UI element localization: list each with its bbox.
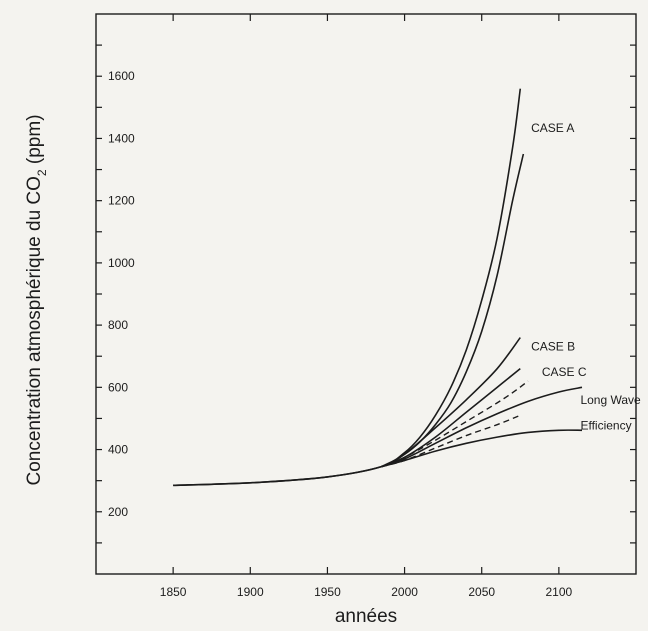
x-tick-label: 1850 [160, 585, 187, 599]
y-tick-label: 800 [108, 318, 128, 332]
y-tick-label: 1200 [108, 194, 135, 208]
plot-frame [95, 13, 637, 575]
series-labels: CASE A CASE B CASE C Long Wave Efficiency [531, 121, 641, 432]
series-line-3 [381, 337, 521, 468]
x-tick-label: 1900 [237, 585, 264, 599]
series-annotation: CASE B [531, 340, 575, 354]
x-tick-label: 2050 [468, 585, 495, 599]
y-axis-title-main: Concentration atmosphérique du CO [24, 176, 45, 485]
series-annotation: Long Wave [580, 393, 641, 407]
x-tick-label: 2000 [391, 585, 418, 599]
x-tick-label: 2100 [546, 585, 573, 599]
y-tick-label: 1000 [108, 256, 135, 270]
series-annotation: Efficiency [580, 419, 631, 433]
y-axis-ticks: 200 400 600 800 1000 1200 1400 1600 [96, 44, 636, 544]
y-tick-label: 1600 [108, 69, 135, 83]
series-line-4 [381, 368, 521, 468]
y-tick-label: 1400 [108, 131, 135, 145]
series-annotation: CASE C [542, 365, 587, 379]
series-line-6 [381, 386, 583, 468]
series-line-1 [173, 88, 522, 487]
y-tick-label: 600 [108, 380, 128, 394]
x-tick-label: 1950 [314, 585, 341, 599]
y-tick-label: 400 [108, 443, 128, 457]
x-axis-ticks: 1850 1900 1950 2000 2050 2100 [160, 14, 573, 599]
y-axis-title: Concentration atmosphérique du CO2 (ppm) [24, 114, 49, 485]
y-tick-label: 200 [108, 505, 128, 519]
y-axis-title-subscript: 2 [35, 169, 49, 176]
series-line-8 [381, 429, 583, 468]
series-line-2 [173, 153, 525, 487]
series-annotation: CASE A [531, 121, 574, 135]
x-axis-title: années [335, 606, 397, 627]
series-curves [173, 88, 583, 487]
series-line-5 [381, 380, 529, 468]
y-axis-title-unit: (ppm) [24, 114, 45, 169]
